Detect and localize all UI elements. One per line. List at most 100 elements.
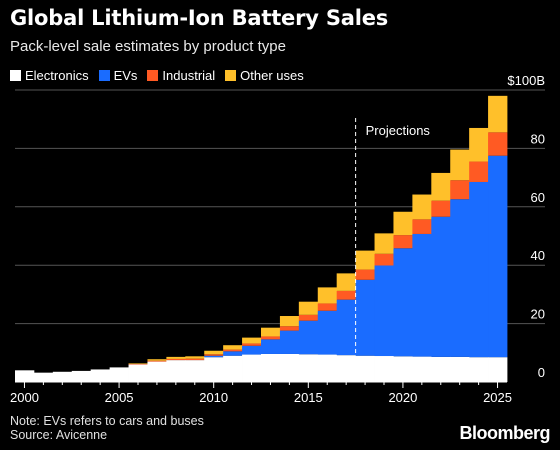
- legend-label-electronics: Electronics: [25, 68, 89, 83]
- bar-other-uses: [166, 356, 186, 359]
- bar-other-uses: [242, 337, 262, 344]
- bar-electronics: [33, 372, 54, 382]
- legend: Electronics EVs Industrial Other uses: [10, 68, 314, 83]
- bar-other-uses: [355, 250, 375, 270]
- bar-electronics: [242, 354, 262, 382]
- bar-industrial: [412, 219, 432, 234]
- x-axis-ticks: 2000 2005 2010 2015 2020 2025: [10, 381, 512, 405]
- bar-industrial: [336, 290, 357, 300]
- x-tick-label: 2000: [10, 390, 39, 405]
- bar-other-uses: [393, 211, 413, 236]
- bar-evs: [261, 339, 281, 354]
- y-tick-label: $100B: [507, 73, 545, 88]
- bar-evs: [279, 330, 300, 354]
- bar-industrial: [204, 354, 224, 356]
- x-tick-label: 2010: [199, 390, 228, 405]
- chart-title: Global Lithium-Ion Battery Sales: [10, 6, 389, 30]
- bar-industrial: [223, 349, 243, 352]
- bar-evs: [374, 265, 394, 357]
- legend-item-other-uses: Other uses: [225, 68, 304, 83]
- projection-label: Projections: [366, 123, 431, 138]
- bar-industrial: [147, 360, 167, 362]
- y-tick-label: 0: [538, 365, 545, 380]
- bar-electronics: [71, 370, 92, 382]
- x-tick-label: 2015: [294, 390, 323, 405]
- bar-industrial: [431, 200, 451, 217]
- bar-other-uses: [128, 363, 148, 364]
- y-tick-label: 20: [531, 307, 545, 322]
- legend-swatch-electronics: [10, 70, 21, 81]
- bar-electronics: [166, 360, 186, 382]
- bar-electronics: [374, 356, 394, 382]
- bar-electronics: [223, 355, 243, 382]
- bar-industrial: [469, 161, 489, 182]
- bar-other-uses: [298, 301, 319, 315]
- bar-electronics: [52, 371, 73, 382]
- bar-electronics: [336, 355, 357, 382]
- bar-industrial: [488, 132, 508, 156]
- bar-other-uses: [185, 356, 205, 359]
- bar-evs: [223, 351, 243, 356]
- bar-industrial: [242, 343, 262, 346]
- bar-evs: [336, 299, 357, 356]
- bar-other-uses: [279, 316, 300, 327]
- bar-industrial: [185, 358, 205, 361]
- bar-evs: [298, 320, 319, 355]
- bar-electronics: [298, 354, 319, 382]
- projection-annotation: Projections: [355, 118, 431, 382]
- legend-item-evs: EVs: [98, 68, 138, 83]
- bar-evs: [412, 233, 432, 357]
- bar-electronics: [90, 369, 111, 382]
- bar-electronics: [204, 357, 224, 382]
- source-text: Source: Avicenne: [10, 428, 108, 442]
- bar-other-uses: [147, 359, 167, 361]
- chart-subtitle: Pack-level sale estimates by product typ…: [10, 38, 286, 55]
- bar-other-uses: [469, 127, 489, 162]
- bar-electronics: [469, 357, 489, 382]
- bar-other-uses: [431, 172, 451, 201]
- legend-swatch-industrial: [147, 70, 159, 81]
- bars: [15, 95, 508, 382]
- legend-label-other-uses: Other uses: [240, 68, 304, 83]
- bar-other-uses: [261, 327, 281, 337]
- bar-electronics: [279, 353, 300, 382]
- bar-industrial: [355, 269, 375, 280]
- bar-electronics: [109, 367, 129, 382]
- bar-industrial: [261, 336, 281, 340]
- bloomberg-logo: Bloomberg: [459, 423, 550, 443]
- bar-other-uses: [317, 287, 338, 304]
- legend-label-industrial: Industrial: [162, 68, 216, 83]
- bar-electronics: [147, 361, 167, 382]
- bar-evs: [450, 199, 470, 357]
- bar-electronics: [412, 356, 432, 382]
- bar-evs: [431, 216, 451, 357]
- bar-evs: [355, 279, 375, 356]
- bar-other-uses: [204, 350, 224, 355]
- bar-industrial: [128, 363, 148, 365]
- y-tick-label: 40: [531, 248, 545, 263]
- bar-electronics: [317, 354, 338, 382]
- y-tick-label: 60: [531, 190, 545, 205]
- footnote: Note: EVs refers to cars and buses Sourc…: [10, 414, 204, 442]
- x-tick-label: 2005: [105, 390, 134, 405]
- bar-other-uses: [223, 345, 243, 350]
- bar-evs: [204, 355, 224, 358]
- legend-item-electronics: Electronics: [10, 68, 89, 83]
- bar-evs: [242, 345, 262, 355]
- bar-evs: [488, 155, 508, 358]
- bar-industrial: [298, 314, 319, 321]
- legend-label-evs: EVs: [113, 68, 138, 83]
- bar-other-uses: [450, 149, 470, 181]
- y-axis-ticks: 0 20 40 60 80 $100B: [507, 73, 545, 380]
- bar-evs: [317, 310, 338, 355]
- bar-evs: [469, 181, 489, 358]
- bar-electronics: [488, 357, 508, 382]
- bar-industrial: [393, 235, 413, 249]
- legend-swatch-other-uses: [225, 70, 237, 81]
- bar-electronics: [393, 356, 413, 382]
- bar-industrial: [166, 358, 186, 361]
- x-tick-label: 2020: [388, 390, 417, 405]
- bar-evs: [393, 248, 413, 357]
- bar-electronics: [185, 360, 205, 382]
